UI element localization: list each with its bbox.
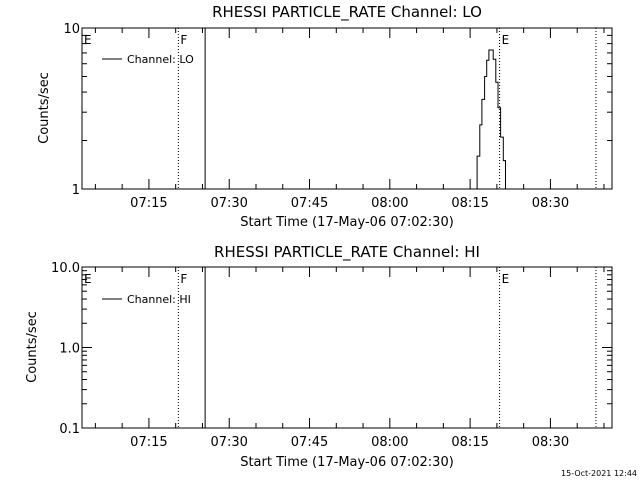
y-axis-label: Counts/sec [37, 72, 52, 144]
legend-label: Channel: HI [127, 293, 191, 306]
chart-title: RHESSI PARTICLE_RATE Channel: HI [214, 243, 480, 262]
x-tick-label: 08:00 [371, 435, 408, 450]
flag-label: E [502, 272, 510, 286]
x-tick-label: 08:15 [451, 196, 488, 211]
y-tick-label: 1.0 [59, 342, 80, 357]
series-line [474, 49, 506, 190]
y-tick-label: 0.1 [59, 422, 80, 437]
x-tick-label: 07:15 [130, 435, 167, 450]
x-tick-label: 08:00 [371, 196, 408, 211]
x-tick-label: 08:30 [532, 435, 569, 450]
x-tick-label: 08:15 [451, 435, 488, 450]
flag-label: F [180, 33, 187, 47]
y-axis-label: Counts/sec [25, 311, 40, 383]
x-tick-label: 07:45 [291, 435, 328, 450]
panel-hi: RHESSI PARTICLE_RATE Channel: HI Start T… [25, 243, 613, 470]
x-tick-label: 08:30 [532, 196, 569, 211]
chart-title: RHESSI PARTICLE_RATE Channel: LO [212, 3, 482, 22]
flag-label: F [180, 272, 187, 286]
flag-label: E [84, 272, 92, 286]
plot-timestamp: 15-Oct-2021 12:44 [561, 469, 637, 478]
plot-frame [81, 266, 613, 429]
legend-label: Channel: LO [127, 53, 194, 66]
x-tick-label: 07:45 [291, 196, 328, 211]
x-axis-label: Start Time (17-May-06 07:02:30) [240, 215, 454, 230]
panel-lo: RHESSI PARTICLE_RATE Channel: LO Start T… [37, 3, 613, 230]
x-axis-label: Start Time (17-May-06 07:02:30) [240, 455, 454, 470]
x-tick-label: 07:30 [210, 196, 247, 211]
flag-label: E [502, 33, 510, 47]
x-tick-label: 07:30 [210, 435, 247, 450]
flag-label: E [84, 33, 92, 47]
plot-frame [81, 27, 613, 190]
y-tick-label: 10 [63, 22, 80, 37]
y-tick-label: 1 [72, 183, 80, 198]
y-tick-label: 10.0 [51, 261, 80, 276]
x-tick-label: 07:15 [130, 196, 167, 211]
